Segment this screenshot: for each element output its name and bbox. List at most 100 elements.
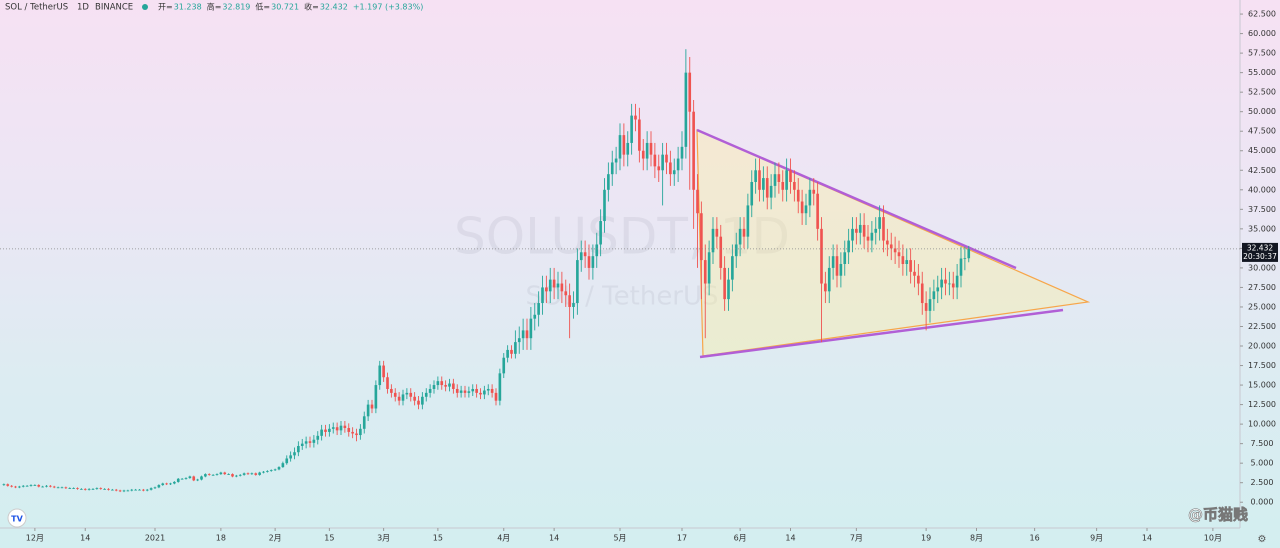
candle-body [630, 115, 633, 143]
candle-body [638, 119, 641, 151]
candle-body [111, 489, 114, 491]
y-tick-label: 5.000 [1251, 459, 1274, 468]
candle-body [432, 385, 436, 389]
ohlc-label: 开= [158, 3, 173, 12]
y-tick-label: 50.000 [1248, 107, 1276, 116]
candle-body [235, 475, 238, 477]
candle-body [688, 72, 692, 112]
candle-body [734, 244, 738, 257]
candle-body [928, 299, 932, 311]
candle-body [254, 473, 258, 475]
candle-body [444, 385, 447, 387]
tv-logo [7, 508, 27, 528]
candle-body [506, 349, 509, 358]
candle-body [227, 474, 230, 475]
candle-body [339, 425, 343, 431]
candle-body [940, 279, 943, 288]
candle-body [649, 142, 653, 155]
candle-body [297, 445, 300, 453]
x-tick-label: 3月 [377, 534, 390, 543]
x-tick-label: 18 [216, 534, 226, 543]
x-tick-label: 10月 [1204, 534, 1222, 543]
candle-body [901, 256, 905, 264]
candle-body [525, 330, 529, 339]
candle-body [750, 181, 754, 206]
candle-body [285, 458, 289, 464]
candle-body [347, 428, 351, 432]
candle-body [951, 283, 955, 288]
candle-body [669, 162, 672, 175]
candle-body [765, 178, 769, 198]
candle-body [300, 443, 304, 446]
candle-body [804, 205, 808, 214]
candle-body [64, 487, 68, 489]
candle-body [2, 484, 6, 486]
candle-body [118, 490, 122, 492]
candle-body [475, 388, 478, 393]
candle-body [393, 392, 397, 397]
ohlc-value: 32.819 [222, 3, 250, 12]
candle-body [800, 201, 804, 214]
candle-body [541, 287, 544, 304]
trend-line-lower [699, 308, 1064, 359]
y-tick-label: 20.000 [1248, 342, 1276, 351]
candle-body [424, 392, 428, 397]
candle-body [219, 472, 223, 475]
x-tick-label: 14 [549, 534, 559, 543]
x-tick-label: 15 [324, 534, 334, 543]
y-tick-label: 55.000 [1248, 68, 1276, 77]
candle-body [351, 431, 354, 434]
candle-body [107, 488, 110, 490]
settings-icon[interactable]: ⚙ [1258, 534, 1267, 545]
y-tick-label: 47.500 [1248, 127, 1276, 136]
candle-body [576, 260, 579, 304]
candle-body [510, 349, 513, 354]
candle-body [80, 488, 83, 490]
candle-body [362, 416, 366, 429]
candle-body [390, 388, 393, 393]
candle-body [777, 174, 781, 182]
candle-body [502, 357, 506, 374]
y-tick-label: 35.000 [1248, 224, 1276, 233]
candle-body [486, 388, 490, 391]
candle-body [924, 303, 928, 311]
ohlc-label: 收= [304, 2, 319, 12]
candle-body [785, 170, 788, 190]
ohlc-value: 30.721 [271, 3, 299, 12]
y-tick-label: 27.500 [1248, 283, 1276, 292]
candle-body [33, 485, 37, 486]
candle-body [591, 256, 595, 268]
ohlc-label: 低= [255, 2, 270, 12]
candle-body [858, 224, 862, 233]
candle-body [618, 135, 622, 159]
candle-body [440, 381, 444, 386]
y-tick-label: 7.500 [1251, 439, 1274, 448]
candle-body [273, 469, 277, 471]
candle-body [200, 476, 203, 480]
candle-body [258, 472, 261, 475]
candle-body [882, 217, 885, 241]
candle-body [165, 483, 168, 485]
candle-body [843, 252, 847, 264]
candle-body [827, 267, 831, 292]
candle-body [374, 385, 378, 409]
candle-body [122, 490, 126, 492]
candle-body [41, 486, 44, 488]
exchange: BINANCE [95, 3, 133, 13]
candle-body [401, 394, 405, 401]
x-tick-label: 15 [433, 534, 443, 543]
candle-body [463, 390, 467, 393]
candle-body [293, 452, 296, 456]
x-tick-label: 8月 [970, 534, 983, 543]
candle-body [211, 474, 215, 476]
x-tick-label: 12月 [26, 534, 44, 543]
candle-body [142, 489, 145, 491]
candle-body [157, 485, 161, 488]
candle-body [37, 485, 41, 487]
x-tick-label: 4月 [497, 534, 510, 543]
candle-body [719, 236, 723, 268]
candle-body [436, 381, 440, 386]
candle-body [738, 228, 742, 245]
candle-body [169, 483, 172, 485]
